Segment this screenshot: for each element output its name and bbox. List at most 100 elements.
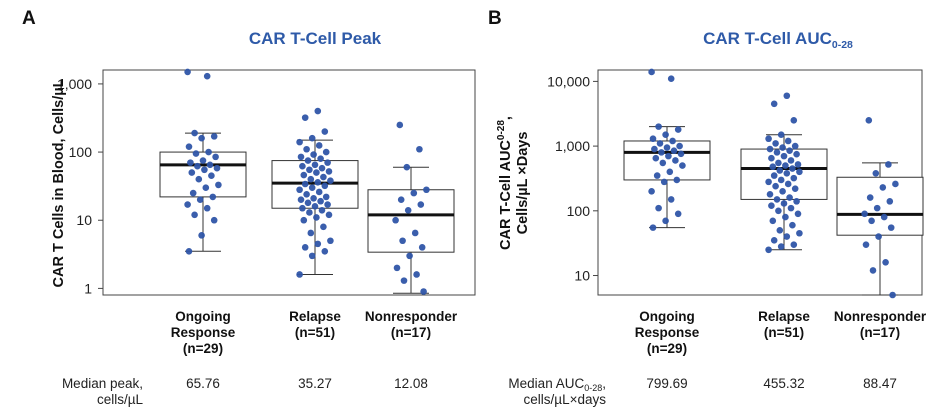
y-axis-label-subscript: 0-28	[496, 120, 507, 140]
data-point	[773, 196, 781, 203]
data-point	[865, 117, 873, 124]
data-point	[674, 126, 682, 133]
data-point	[325, 211, 333, 219]
category-label: Ongoing	[639, 309, 694, 324]
data-point	[324, 201, 331, 208]
data-point	[866, 194, 874, 201]
data-point	[777, 176, 785, 184]
data-point	[392, 216, 399, 224]
data-point	[315, 188, 323, 196]
median-row-label-subscript: 0-28	[584, 383, 602, 393]
data-point	[777, 131, 785, 139]
data-point	[215, 181, 222, 189]
data-point	[786, 147, 793, 154]
data-point	[655, 204, 662, 212]
data-point	[396, 121, 404, 129]
data-point	[417, 201, 425, 208]
y-axis-label-line1-tail: ,	[498, 116, 514, 120]
median-value: 65.76	[186, 376, 220, 391]
category-label: (n=17)	[860, 325, 900, 340]
y-axis-label: CAR T Cells in Blood, Cells/µL	[51, 78, 67, 287]
data-point	[184, 201, 191, 208]
data-point	[776, 226, 784, 234]
data-point	[194, 162, 201, 170]
data-point	[311, 161, 319, 169]
data-point	[885, 161, 892, 168]
data-point	[184, 68, 191, 76]
median-row-label-line1: Median peak,	[62, 376, 143, 391]
y-axis-label: CAR T-Cell AUC0-28, Cells/µL ×Days	[496, 116, 531, 250]
data-point	[783, 92, 791, 100]
data-point	[796, 168, 803, 176]
median-row-label-line2: cells/µL	[97, 392, 144, 407]
data-point	[410, 189, 418, 197]
data-point	[652, 154, 660, 162]
data-point	[790, 241, 798, 248]
data-point	[301, 180, 309, 188]
data-point	[314, 240, 322, 248]
data-point	[315, 142, 323, 149]
median-value: 35.27	[298, 376, 332, 391]
category-label: (n=29)	[183, 341, 223, 356]
data-point	[670, 147, 678, 154]
data-point	[393, 264, 401, 272]
data-point	[420, 288, 427, 295]
category-label: (n=29)	[647, 341, 687, 356]
data-point	[676, 142, 683, 150]
data-point	[791, 142, 799, 150]
data-point	[296, 186, 303, 194]
data-point	[658, 149, 665, 156]
data-point	[322, 193, 330, 201]
data-point	[787, 204, 795, 212]
data-point	[325, 168, 333, 175]
median-row-label-line1: Median AUC	[508, 376, 584, 391]
data-point	[416, 145, 423, 153]
data-point	[318, 164, 326, 172]
data-point	[304, 157, 312, 164]
median-row-label: Median AUC0-28,	[508, 376, 606, 393]
data-point	[306, 209, 313, 216]
data-point	[308, 252, 316, 260]
data-point	[188, 169, 196, 176]
data-point	[307, 175, 315, 183]
data-point	[766, 145, 774, 153]
data-point	[772, 182, 779, 190]
y-tick-label: 10	[76, 212, 92, 228]
y-tick-label: 1,000	[57, 76, 92, 92]
panel-letter: B	[488, 8, 502, 29]
data-point	[205, 148, 212, 156]
data-point	[206, 161, 214, 169]
plot-frame	[102, 69, 476, 296]
data-point	[769, 163, 777, 171]
data-point	[663, 144, 671, 151]
data-point	[677, 150, 685, 158]
data-point	[191, 129, 198, 137]
data-point	[779, 144, 786, 151]
data-point	[775, 159, 782, 167]
data-point	[297, 196, 305, 204]
data-point	[766, 190, 774, 198]
data-point	[648, 68, 655, 76]
data-point	[783, 233, 791, 240]
data-point	[314, 179, 322, 186]
data-point	[662, 217, 669, 225]
data-point	[656, 140, 664, 147]
data-point	[192, 150, 200, 157]
data-point	[327, 237, 334, 245]
data-point	[311, 203, 319, 210]
median-row-label-line2: cells/µL×days	[524, 392, 607, 407]
data-point	[210, 133, 218, 140]
data-point	[317, 155, 324, 162]
data-point	[772, 140, 779, 147]
data-point	[880, 213, 888, 221]
data-point	[310, 194, 317, 202]
y-tick-label: 10,000	[547, 73, 590, 89]
data-point	[203, 72, 211, 80]
data-point	[185, 143, 193, 150]
data-point	[776, 167, 784, 174]
data-point	[789, 165, 796, 172]
data-point	[308, 184, 316, 192]
data-point	[400, 277, 408, 284]
data-point	[790, 174, 798, 182]
